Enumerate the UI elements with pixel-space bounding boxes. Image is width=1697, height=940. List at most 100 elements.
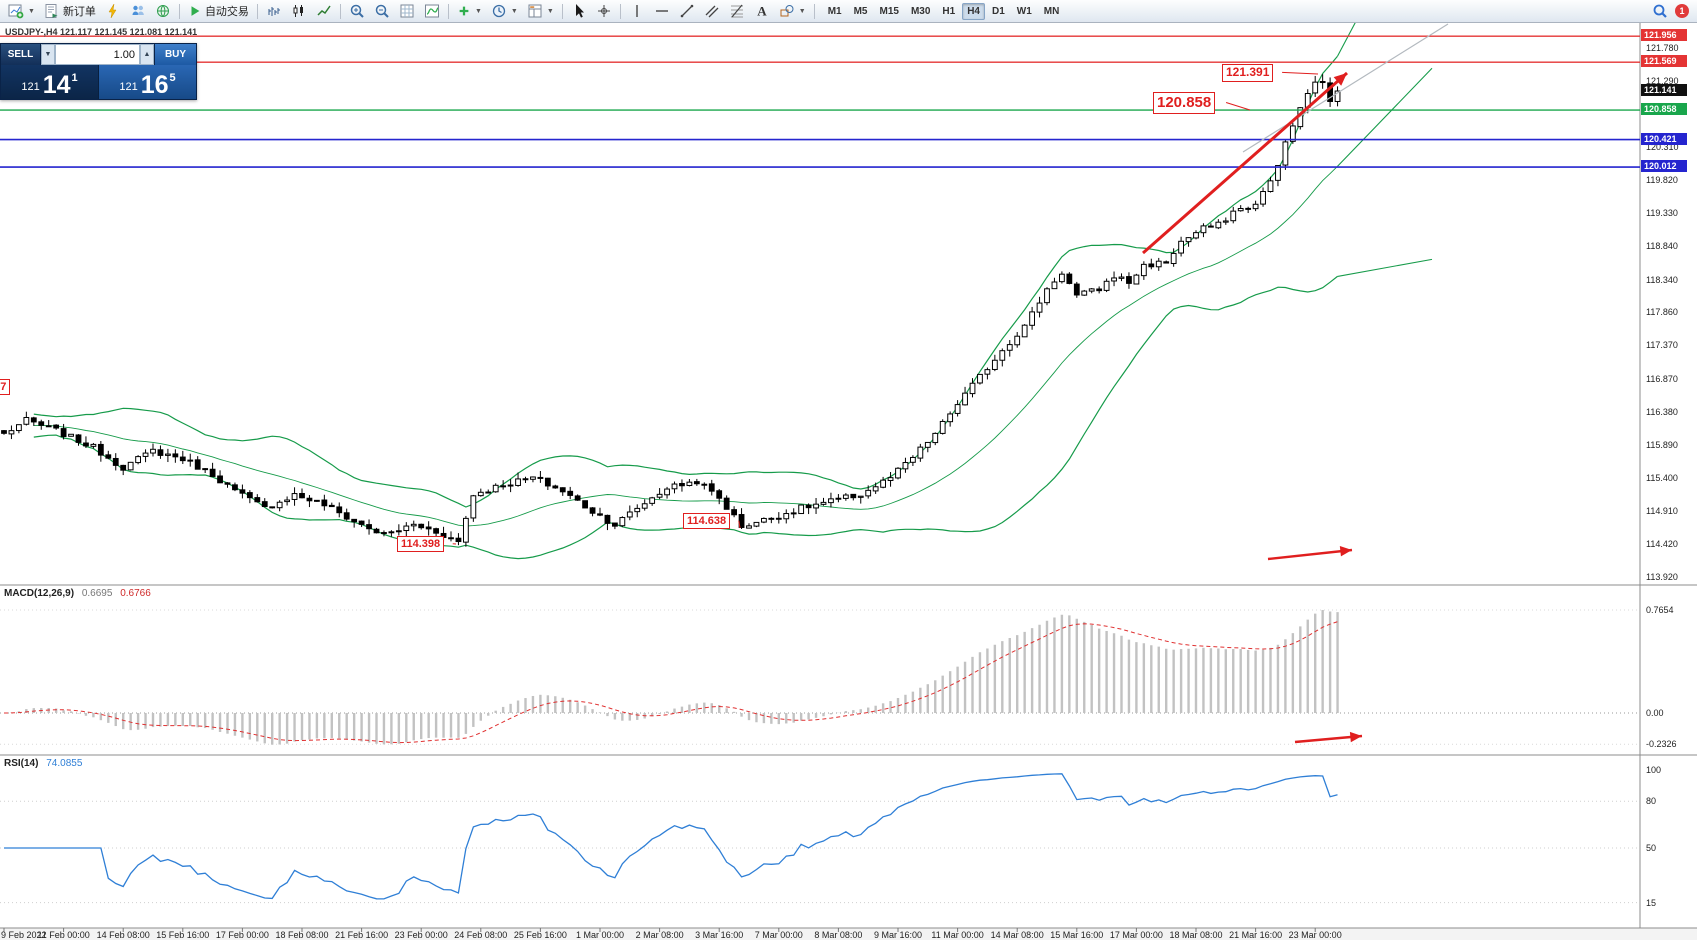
time-axis-label: 15 Mar 16:00 bbox=[1050, 930, 1104, 940]
chart-canvas[interactable] bbox=[0, 23, 1697, 940]
timeframe-m1-button[interactable]: M1 bbox=[827, 5, 842, 17]
price-axis-label: 117.370 bbox=[1646, 340, 1678, 350]
buy-price-sup: 5 bbox=[169, 72, 176, 84]
crosshair-button[interactable] bbox=[592, 1, 616, 21]
main-toolbar: ▼ 新订单 自动交易 ▼ ▼ bbox=[0, 0, 1697, 23]
symbol-info: USDJPY-,H4 121.117 121.145 121.081 121.1… bbox=[5, 27, 198, 37]
shapes-button[interactable]: ▼ bbox=[775, 1, 810, 21]
fibonacci-button[interactable] bbox=[725, 1, 749, 21]
timeframe-h1-button[interactable]: H1 bbox=[942, 5, 956, 17]
sell-price-sup: 1 bbox=[71, 72, 78, 84]
price-callout[interactable]: 121.391 bbox=[1222, 64, 1274, 82]
profiles-icon bbox=[132, 5, 144, 15]
chevron-down-icon: ▼ bbox=[798, 7, 806, 15]
time-axis-label: 23 Feb 00:00 bbox=[394, 930, 448, 940]
toolbar-separator bbox=[447, 3, 449, 19]
line-chart-button[interactable] bbox=[312, 1, 336, 21]
rsi-axis-label: 15 bbox=[1646, 897, 1657, 908]
price-axis-label: 114.910 bbox=[1646, 505, 1678, 516]
new-order-icon bbox=[45, 4, 58, 18]
text-icon: A bbox=[757, 4, 767, 19]
timeframe-d1-button[interactable]: D1 bbox=[992, 5, 1005, 17]
equidistant-channel-button[interactable] bbox=[700, 1, 724, 21]
price-callout[interactable]: 114.638 bbox=[683, 513, 731, 530]
notification-badge[interactable]: 1 bbox=[1675, 4, 1689, 18]
search-icon[interactable] bbox=[1652, 3, 1668, 19]
tile-windows-button[interactable] bbox=[395, 1, 419, 21]
time-axis-label: 7 Mar 00:00 bbox=[754, 930, 803, 940]
price-axis-label: 121.290 bbox=[1646, 76, 1679, 86]
price-axis-label: 114.420 bbox=[1646, 538, 1678, 549]
time-axis-label: 21 Feb 16:00 bbox=[335, 930, 389, 940]
price-axis-label: 115.890 bbox=[1646, 439, 1678, 450]
globe-button[interactable] bbox=[151, 1, 175, 21]
volume-dropdown-icon[interactable]: ▼ bbox=[41, 44, 55, 65]
chevron-down-icon: ▼ bbox=[28, 7, 35, 15]
rsi-name: RSI(14) bbox=[4, 758, 39, 769]
price-axis-label: 120.310 bbox=[1646, 142, 1679, 152]
add-indicator-icon bbox=[459, 6, 469, 16]
one-click-trading-panel: SELL ▼ ▲ BUY 121 14 1 121 16 5 bbox=[0, 43, 197, 100]
zoom-in-icon bbox=[350, 4, 364, 18]
volume-spinner-icon[interactable]: ▲ bbox=[140, 44, 154, 65]
buy-button[interactable]: BUY bbox=[154, 44, 196, 65]
vertical-line-button[interactable] bbox=[625, 1, 649, 21]
price-axis-label: 118.840 bbox=[1646, 241, 1678, 251]
add-indicator-button[interactable]: ▼ bbox=[453, 1, 486, 21]
timeframe-m30-button[interactable]: M30 bbox=[910, 5, 931, 17]
timeframe-h4-button[interactable]: H4 bbox=[962, 2, 985, 20]
shapes-icon bbox=[780, 5, 794, 17]
zoom-out-button[interactable] bbox=[370, 1, 394, 21]
new-chart-button[interactable]: ▼ bbox=[4, 1, 39, 21]
line-chart-icon bbox=[317, 5, 331, 16]
templates-icon bbox=[528, 4, 542, 18]
bar-chart-button[interactable] bbox=[262, 1, 286, 21]
timeframe-m15-button[interactable]: M15 bbox=[879, 5, 899, 17]
price-axis-label: 115.400 bbox=[1646, 472, 1678, 483]
trade-panel-controls: SELL ▼ ▲ BUY bbox=[1, 44, 196, 65]
periods-button[interactable]: ▼ bbox=[487, 1, 522, 21]
price-callout[interactable]: 120.858 bbox=[1153, 92, 1216, 114]
auto-trading-button[interactable]: 自动交易 bbox=[184, 1, 253, 21]
zoom-in-button[interactable] bbox=[345, 1, 369, 21]
price-callout[interactable]: 327 bbox=[0, 379, 11, 396]
time-axis-label: 9 Mar 16:00 bbox=[873, 930, 923, 940]
profiles-button[interactable] bbox=[126, 1, 150, 21]
sell-price-display[interactable]: 121 14 1 bbox=[1, 65, 99, 99]
time-axis-label: 21 Mar 16:00 bbox=[1229, 930, 1283, 940]
sell-button[interactable]: SELL bbox=[1, 44, 41, 65]
time-axis-label: 14 Feb 08:00 bbox=[96, 930, 150, 940]
time-axis-label: 3 Mar 16:00 bbox=[695, 930, 744, 940]
trendline-icon bbox=[680, 4, 694, 18]
lightning-icon bbox=[108, 3, 117, 19]
autotrading-play-icon bbox=[191, 6, 200, 16]
timeframe-mn-button[interactable]: MN bbox=[1043, 5, 1060, 17]
price-axis-label: 119.330 bbox=[1646, 208, 1678, 218]
toolbar-separator bbox=[619, 3, 621, 19]
price-callout[interactable]: 114.398 bbox=[397, 536, 445, 553]
price-axis-label: 119.820 bbox=[1646, 175, 1678, 185]
macd-name: MACD(12,26,9) bbox=[4, 588, 75, 599]
price-tag-support-green: 120.858 bbox=[1641, 103, 1687, 116]
cursor-button[interactable] bbox=[567, 1, 591, 21]
timeframe-w1-button[interactable]: W1 bbox=[1016, 5, 1032, 17]
timeframe-m5-button[interactable]: M5 bbox=[853, 5, 868, 17]
sell-price-big: 14 bbox=[42, 70, 71, 99]
templates-button[interactable]: ▼ bbox=[523, 1, 558, 21]
volume-input[interactable] bbox=[55, 44, 140, 65]
new-order-button[interactable]: 新订单 bbox=[40, 1, 100, 21]
horizontal-line-button[interactable] bbox=[650, 1, 674, 21]
toolbar-right-group: 1 bbox=[1652, 3, 1693, 19]
candle-chart-button[interactable] bbox=[287, 1, 311, 21]
time-axis-label: 25 Feb 16:00 bbox=[513, 930, 567, 940]
price-axis-label: 118.340 bbox=[1646, 274, 1678, 285]
buy-price-display[interactable]: 121 16 5 bbox=[99, 65, 196, 99]
indicators-button[interactable] bbox=[420, 1, 444, 21]
macd-label: MACD(12,26,9) 0.6695 0.6766 bbox=[4, 588, 151, 599]
svg-text:A: A bbox=[757, 4, 767, 19]
lightning-button[interactable] bbox=[101, 1, 125, 21]
text-button[interactable]: A bbox=[750, 1, 774, 21]
trendline-button[interactable] bbox=[675, 1, 699, 21]
rsi-axis-label: 100 bbox=[1646, 765, 1662, 775]
time-axis-label: 15 Feb 16:00 bbox=[156, 930, 210, 940]
